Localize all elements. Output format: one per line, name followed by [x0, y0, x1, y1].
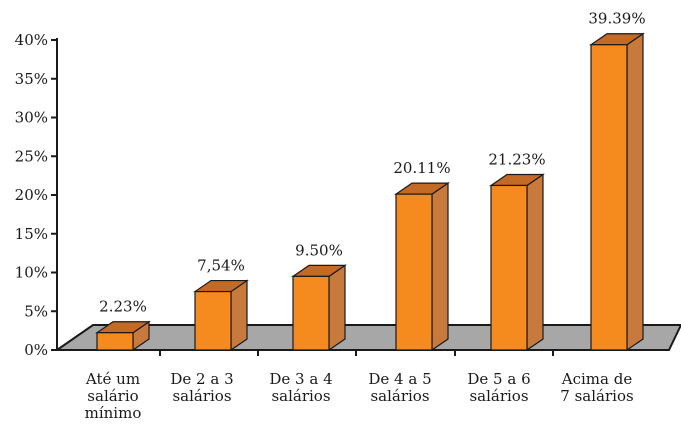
- labels: 2.23%7,54%9.50%20.11% 21.23%39.39%Até ums…: [85, 10, 646, 422]
- x-category-label: salários: [469, 387, 528, 405]
- y-tick-label: 30%: [15, 109, 48, 127]
- y-tick-label: 10%: [15, 264, 48, 282]
- bar-front: [590, 44, 628, 351]
- y-tick-label: 20%: [15, 186, 48, 204]
- bar-front: [395, 193, 433, 351]
- data-label: 21.23%: [488, 150, 545, 168]
- y-tick-label: 15%: [15, 225, 48, 243]
- data-label: 2.23%: [99, 298, 147, 316]
- floor-plane: [53, 324, 681, 351]
- y-tick-label: 40%: [15, 31, 48, 49]
- bars: [95, 32, 645, 352]
- y-tick-label: 5%: [24, 302, 48, 320]
- data-label: 9.50%: [295, 241, 343, 259]
- chart-floor: [53, 324, 681, 351]
- data-label: 20.11%: [393, 159, 450, 177]
- bar-side: [526, 173, 544, 352]
- data-label: 7,54%: [197, 257, 245, 275]
- bar: [489, 173, 545, 352]
- bar: [394, 182, 450, 352]
- bar-front: [490, 184, 528, 351]
- bar-front: [292, 275, 330, 351]
- bar-front: [194, 290, 232, 351]
- bar-front: [96, 332, 134, 351]
- x-category-label: De 2 a 3: [170, 370, 233, 388]
- y-tick-label: 0%: [24, 341, 48, 359]
- bar: [291, 264, 347, 352]
- x-category-label: De 5 a 6: [467, 370, 530, 388]
- bar: [589, 32, 645, 352]
- x-category-label: salários: [370, 387, 429, 405]
- x-category-label: salários: [172, 387, 231, 405]
- bar-side: [230, 279, 248, 352]
- x-category-label: De 3 a 4: [269, 370, 332, 388]
- y-axis: 0% 5% 10% 15% 20% 25% 30% 35% 40%: [15, 31, 554, 359]
- x-category-label: salário: [87, 387, 138, 405]
- x-category-label: 7 salários: [560, 387, 633, 405]
- bar-side: [431, 182, 449, 352]
- bar-side: [328, 264, 346, 352]
- x-category-label: Até um: [85, 370, 140, 388]
- x-category-label: De 4 a 5: [368, 370, 431, 388]
- x-category-label: mínimo: [85, 404, 142, 422]
- data-label: 39.39%: [588, 10, 645, 28]
- bar-side: [626, 32, 644, 352]
- x-category-label: salários: [271, 387, 330, 405]
- x-category-label: Acima de: [561, 370, 633, 388]
- y-tick-label: 35%: [15, 70, 48, 88]
- bar: [193, 279, 249, 352]
- y-tick-label: 25%: [15, 147, 48, 165]
- bar: [95, 320, 151, 352]
